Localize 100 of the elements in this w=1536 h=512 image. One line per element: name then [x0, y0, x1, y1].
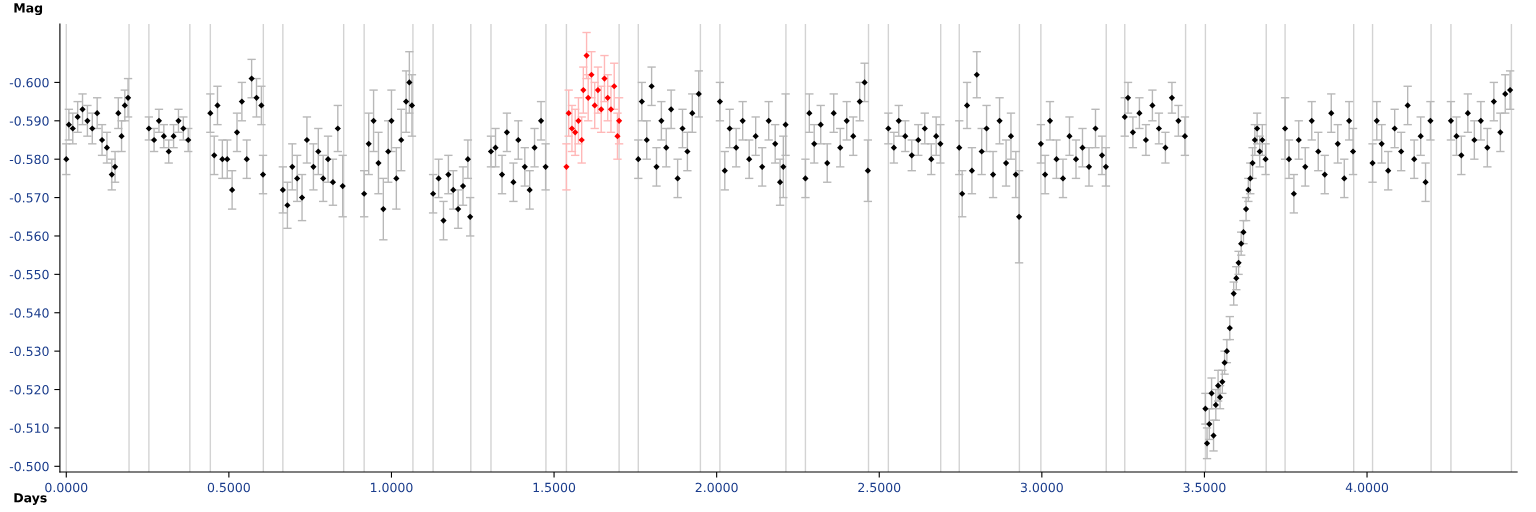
point — [1240, 229, 1247, 236]
point — [1149, 102, 1156, 109]
point — [1373, 117, 1380, 124]
point — [510, 179, 517, 186]
point — [1484, 144, 1491, 151]
point — [1072, 156, 1080, 163]
point — [802, 175, 809, 182]
point — [759, 163, 766, 170]
x-tick-label: 2.0000 — [695, 482, 738, 493]
point — [487, 148, 495, 155]
point — [69, 125, 76, 132]
point — [515, 136, 522, 144]
point — [84, 117, 91, 124]
point — [635, 156, 642, 163]
point — [604, 94, 611, 101]
point — [746, 156, 753, 163]
point — [315, 148, 322, 155]
point — [1041, 171, 1049, 178]
point — [108, 171, 115, 178]
y-tick-label: -0.500 — [9, 461, 49, 472]
point — [1002, 159, 1010, 167]
point — [607, 106, 615, 113]
point — [578, 136, 585, 144]
point — [963, 102, 971, 109]
point — [1385, 167, 1392, 174]
point — [89, 125, 96, 132]
point — [98, 136, 106, 144]
point — [996, 117, 1003, 124]
point — [1202, 405, 1209, 412]
point — [780, 163, 787, 170]
point — [1507, 86, 1514, 94]
point — [440, 217, 447, 224]
point — [408, 102, 416, 109]
point — [1059, 175, 1067, 182]
point — [1417, 133, 1424, 140]
point — [1458, 152, 1465, 159]
point — [1464, 110, 1471, 117]
point — [902, 133, 909, 140]
point — [611, 83, 618, 90]
point — [1346, 117, 1353, 124]
point — [334, 125, 341, 132]
y-tick-label: -0.540 — [9, 308, 49, 318]
point — [503, 129, 511, 136]
point — [145, 125, 152, 132]
point — [588, 71, 595, 78]
point — [361, 190, 368, 197]
point — [214, 102, 221, 109]
point — [615, 117, 623, 124]
point — [393, 175, 400, 182]
point — [521, 163, 528, 170]
point — [1066, 133, 1073, 140]
point — [1447, 117, 1455, 124]
point — [531, 144, 538, 151]
y-tick-label: -0.560 — [9, 231, 49, 241]
point — [1251, 136, 1258, 144]
point — [279, 186, 286, 194]
point — [568, 125, 576, 132]
point — [289, 163, 296, 170]
point — [1124, 94, 1132, 101]
point — [1242, 205, 1250, 213]
point — [1262, 156, 1269, 163]
point — [1221, 359, 1228, 366]
x-tick-label: 1.5000 — [533, 482, 576, 493]
point — [572, 129, 579, 136]
point — [1053, 156, 1060, 163]
point — [1155, 125, 1163, 132]
y-tick-label: -0.550 — [9, 269, 49, 280]
point — [388, 117, 395, 124]
point — [1427, 117, 1434, 124]
point — [329, 179, 337, 186]
point — [1235, 259, 1242, 266]
point — [450, 186, 457, 194]
point — [983, 125, 990, 132]
point — [111, 163, 119, 170]
point — [1208, 390, 1215, 397]
point — [933, 133, 940, 140]
point — [324, 156, 332, 163]
point — [674, 175, 681, 182]
point — [339, 182, 346, 190]
point — [648, 83, 655, 90]
point — [765, 117, 772, 124]
point — [850, 133, 857, 140]
x-tick-label: 2.5000 — [858, 482, 901, 493]
point — [1391, 125, 1398, 132]
y-tick-label: -0.600 — [9, 77, 49, 88]
point — [1497, 129, 1504, 136]
point — [921, 125, 928, 132]
point — [402, 98, 410, 105]
point — [643, 136, 650, 144]
point — [320, 175, 327, 182]
point — [689, 110, 696, 117]
point — [180, 125, 187, 132]
point — [1046, 117, 1054, 124]
point — [968, 167, 976, 174]
point — [782, 121, 789, 128]
point — [1315, 148, 1322, 155]
point — [721, 167, 728, 174]
point — [238, 98, 245, 105]
point — [1254, 125, 1261, 132]
point — [956, 144, 963, 151]
